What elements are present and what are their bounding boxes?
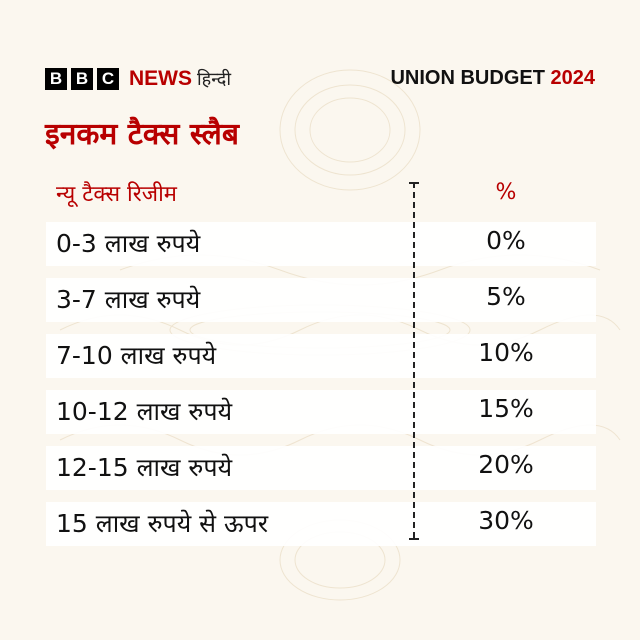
column-header-percent: % [495, 180, 517, 205]
column-divider [413, 182, 415, 538]
table-row: 3-7 लाख रुपये 5% [46, 278, 596, 322]
slab-rate: 5% [486, 282, 526, 311]
table-row: 15 लाख रुपये से ऊपर 30% [46, 502, 596, 546]
slab-range: 0-3 लाख रुपये [56, 229, 201, 258]
logo-news-text: NEWS [129, 67, 192, 90]
budget-label: UNION BUDGET 2024 [390, 67, 595, 90]
budget-label-text: UNION BUDGET [390, 67, 545, 89]
slab-range: 7-10 लाख रुपये [56, 341, 217, 370]
logo-letter-c: C [97, 68, 119, 90]
logo-letter-b2: B [71, 68, 93, 90]
logo-letter-b1: B [45, 68, 67, 90]
table-header: न्यू टैक्स रिजीम % [56, 178, 576, 216]
bbc-news-hindi-logo[interactable]: B B C NEWS हिन्दी [45, 67, 231, 91]
column-header-regime: न्यू टैक्स रिजीम [56, 182, 177, 207]
slab-range: 3-7 लाख रुपये [56, 285, 201, 314]
page-title: इनकम टैक्स स्लैब [45, 117, 239, 152]
slab-rate: 0% [486, 226, 526, 255]
slab-rate: 20% [478, 450, 534, 479]
logo-language-text: हिन्दी [197, 69, 232, 90]
table-row: 12-15 लाख रुपये 20% [46, 446, 596, 490]
slab-range: 12-15 लाख रुपये [56, 453, 233, 482]
column-divider-bottom-cap [409, 538, 419, 540]
header: B B C NEWS हिन्दी UNION BUDGET 2024 [45, 62, 595, 96]
table-row: 7-10 लाख रुपये 10% [46, 334, 596, 378]
budget-year: 2024 [550, 67, 596, 89]
table-row: 10-12 लाख रुपये 15% [46, 390, 596, 434]
tax-slab-table: 0-3 लाख रुपये 0% 3-7 लाख रुपये 5% 7-10 ल… [46, 222, 596, 558]
slab-range: 10-12 लाख रुपये [56, 397, 233, 426]
column-divider-top-cap [409, 182, 419, 184]
table-row: 0-3 लाख रुपये 0% [46, 222, 596, 266]
slab-rate: 15% [478, 394, 534, 423]
slab-range: 15 लाख रुपये से ऊपर [56, 509, 269, 538]
slab-rate: 10% [478, 338, 534, 367]
slab-rate: 30% [478, 506, 534, 535]
